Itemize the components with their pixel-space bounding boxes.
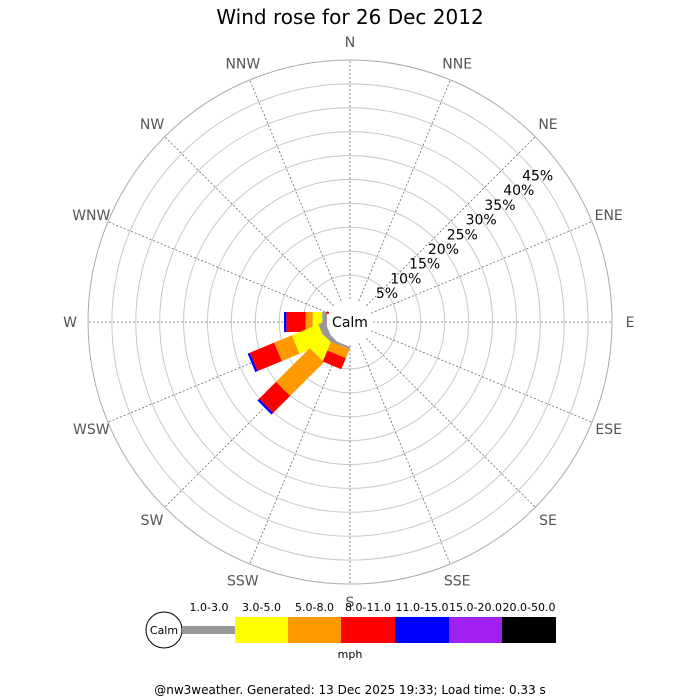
- direction-label-nw: NW: [140, 117, 164, 133]
- direction-label-nne: NNE: [442, 56, 472, 72]
- direction-label-ese: ESE: [595, 422, 622, 438]
- stack-ssw: [322, 339, 351, 370]
- legend-label: 11.0-15.0: [396, 601, 449, 614]
- grid-ring: [230, 202, 470, 442]
- legend-label: 8.0-11.0: [345, 601, 391, 614]
- direction-labels: N NNE NE ENE E ESE SE SSE S SSW SW WSW W WNW NW NNW: [63, 35, 634, 611]
- ring-label: 15%: [409, 257, 440, 273]
- calm-circle: Calm: [330, 302, 370, 342]
- segment-w-5.0-8.0: [305, 312, 313, 332]
- ring-percent-labels: 5%10%15%20%25%30%35%40%45%: [376, 168, 553, 302]
- legend-label: 3.0-5.0: [242, 601, 281, 614]
- direction-label-nnw: NNW: [225, 56, 260, 72]
- direction-label-wsw: WSW: [73, 422, 110, 438]
- grid-ring: [254, 226, 446, 418]
- stack-wsw: [247, 321, 333, 373]
- grid-ring: [135, 107, 565, 537]
- legend-label: 15.0-20.0: [449, 601, 502, 614]
- calm-label: Calm: [332, 315, 368, 331]
- direction-label-sw: SW: [141, 513, 164, 529]
- legend-swatch-5.0-8.0: [288, 617, 341, 643]
- grid-ring: [159, 131, 541, 513]
- segment-wsw-8.0-11.0: [249, 342, 282, 372]
- segment-sw-8.0-11.0: [259, 381, 291, 413]
- direction-label-ssw: SSW: [227, 574, 259, 590]
- direction-label-se: SE: [539, 513, 557, 529]
- direction-label-s: S: [346, 595, 355, 611]
- segment-sw-5.0-8.0: [276, 348, 324, 396]
- chart-title: Wind rose for 26 Dec 2012: [216, 5, 483, 29]
- grid-ring: [111, 83, 589, 561]
- ring-label: 20%: [428, 242, 459, 258]
- grid-ring: [207, 179, 493, 465]
- legend-swatch-8.0-11.0: [341, 617, 395, 643]
- footer-text: @nw3weather. Generated: 13 Dec 2025 19:3…: [154, 683, 546, 697]
- ring-label: 30%: [466, 213, 497, 229]
- segment-ssw-1.0-3.0: [331, 339, 351, 350]
- legend-swatch-3.0-5.0: [235, 617, 288, 643]
- legend-swatch-20.0-50.0: [502, 617, 556, 643]
- legend-swatch-1.0-3.0: [182, 626, 235, 634]
- segment-ssw-8.0-11.0: [322, 350, 346, 370]
- segment-wsw-5.0-8.0: [274, 335, 300, 362]
- legend-unit: mph: [338, 648, 363, 661]
- ring-label: 25%: [447, 227, 478, 243]
- direction-label-ne: NE: [538, 117, 557, 133]
- wind-stacks: [247, 311, 351, 415]
- segment-ssw-5.0-8.0: [327, 341, 350, 359]
- stack-wnw: [326, 311, 330, 315]
- grid-ring: [183, 155, 517, 489]
- segment-wsw-11.0-15.0: [247, 352, 258, 373]
- legend-swatch-11.0-15.0: [395, 617, 449, 643]
- legend-label: 1.0-3.0: [190, 601, 229, 614]
- legend-label: 5.0-8.0: [295, 601, 334, 614]
- direction-label-w: W: [63, 315, 77, 331]
- direction-label-e: E: [626, 315, 635, 331]
- ring-label: 40%: [503, 183, 534, 199]
- segment-wsw-3.0-5.0: [291, 324, 326, 354]
- grid-ring-outer: [87, 59, 613, 585]
- segment-w-8.0-11.0: [286, 312, 306, 332]
- segment-sw-11.0-15.0: [257, 398, 274, 415]
- segment-w-11.0-15.0: [284, 312, 287, 332]
- legend-swatch-15.0-20.0: [449, 617, 502, 643]
- ring-label: 45%: [522, 168, 553, 184]
- direction-label-n: N: [345, 35, 355, 51]
- direction-label-sse: SSE: [444, 574, 471, 590]
- ring-label: 10%: [390, 271, 421, 287]
- speed-legend: Calm 1.0-3.0 3.0-5.0 5.0-8.0 8.0-11.0 11.0-15…: [145, 601, 556, 661]
- legend-label: 20.0-50.0: [503, 601, 556, 614]
- stack-sw: [257, 331, 341, 415]
- direction-label-ene: ENE: [595, 208, 623, 224]
- segment-wnw-8.0-11.0: [326, 311, 330, 315]
- ring-label: 35%: [484, 198, 515, 214]
- legend-calm-label: Calm: [150, 624, 178, 637]
- grid-ring: [278, 250, 422, 394]
- polar-grid: [87, 59, 613, 585]
- direction-label-wnw: WNW: [72, 208, 110, 224]
- ring-label: 5%: [376, 286, 398, 302]
